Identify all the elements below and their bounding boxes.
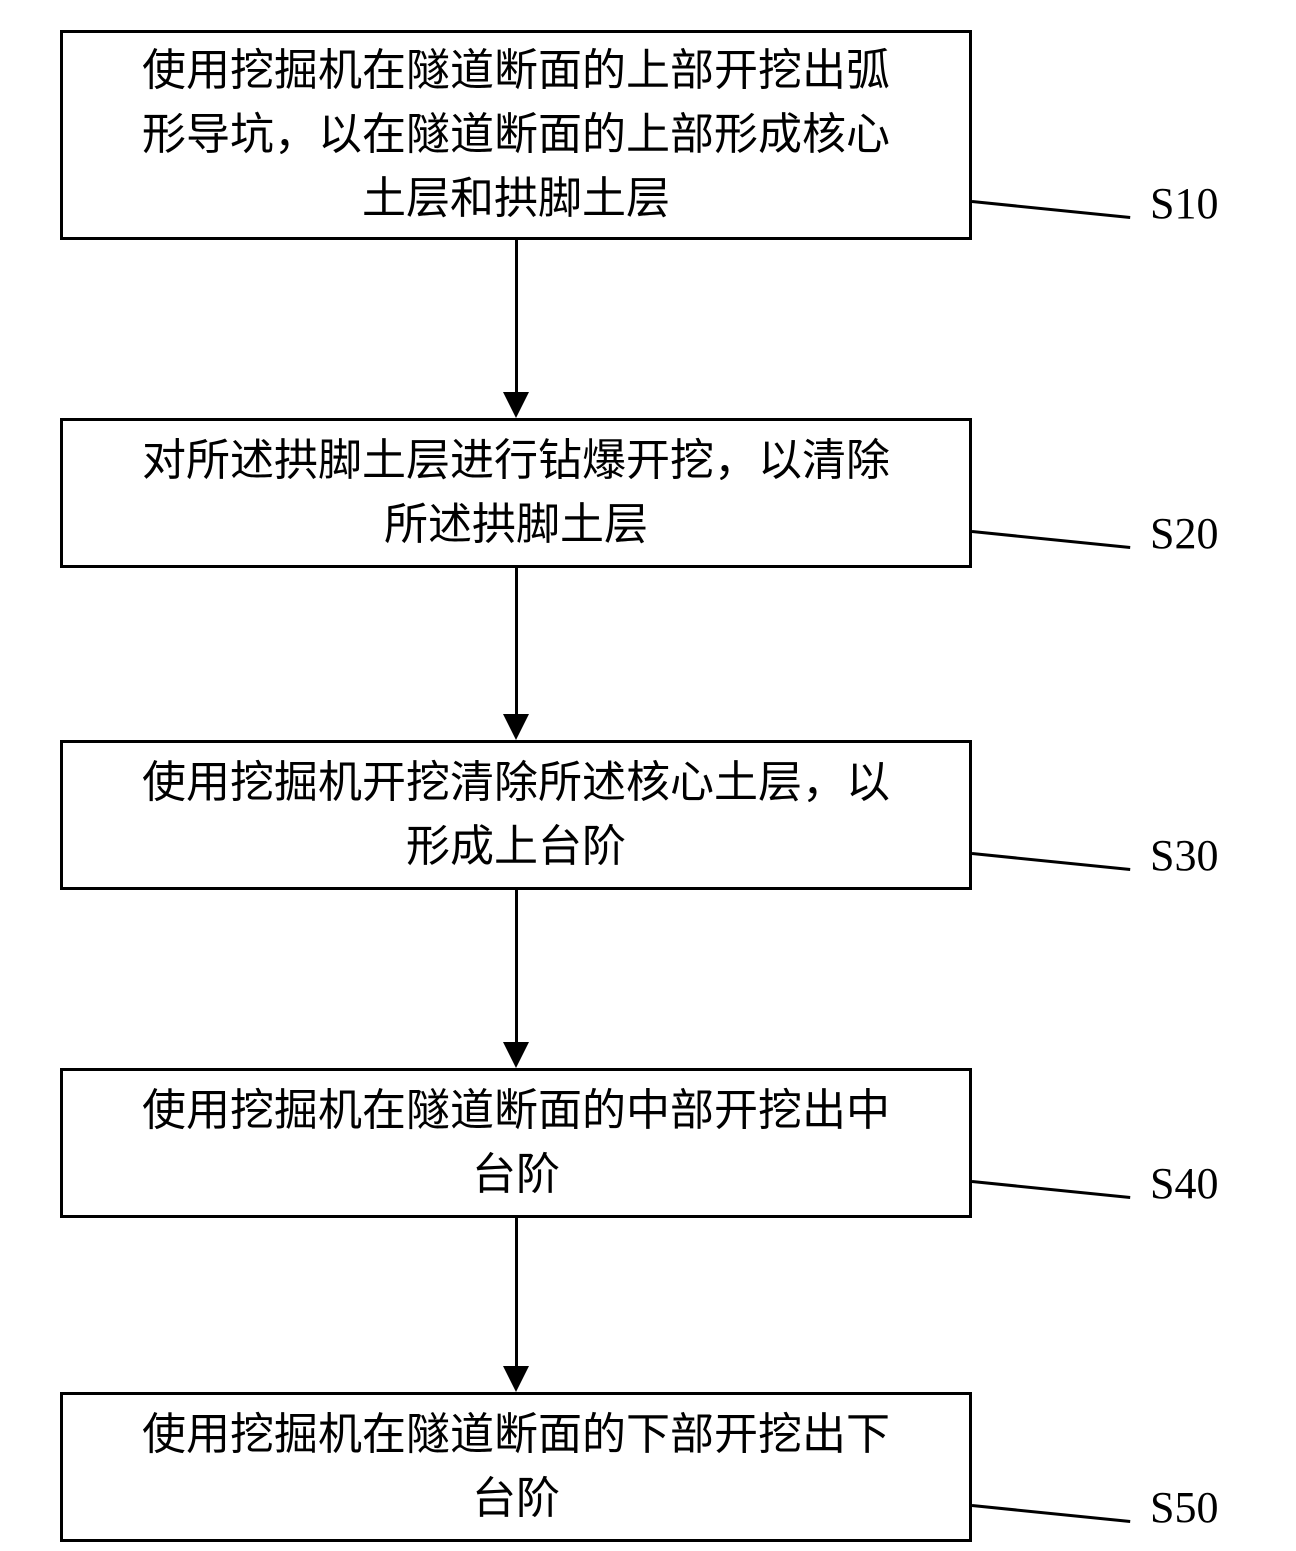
step-label-s10: S10 <box>1150 178 1218 229</box>
arrow-head <box>503 392 529 418</box>
lead-diagonal <box>972 200 1130 219</box>
lead-diagonal <box>972 530 1130 549</box>
step-text: 使用挖掘机在隧道断面的下部开挖出下 台阶 <box>136 1403 896 1531</box>
step-text: 使用挖掘机在隧道断面的上部开挖出弧 形导坑，以在隧道断面的上部形成核心 土层和拱… <box>136 39 896 230</box>
step-label-s20: S20 <box>1150 508 1218 559</box>
step-text: 对所述拱脚土层进行钻爆开挖，以清除 所述拱脚土层 <box>136 429 896 557</box>
step-box-s50: 使用挖掘机在隧道断面的下部开挖出下 台阶 <box>60 1392 972 1542</box>
arrow-head <box>503 1366 529 1392</box>
step-label-s40: S40 <box>1150 1158 1218 1209</box>
lead-diagonal <box>972 1180 1130 1199</box>
arrow-line <box>515 890 518 1042</box>
step-text: 使用挖掘机开挖清除所述核心土层，以 形成上台阶 <box>136 751 896 879</box>
step-text: 使用挖掘机在隧道断面的中部开挖出中 台阶 <box>136 1079 896 1207</box>
arrow-line <box>515 240 518 392</box>
step-box-s10: 使用挖掘机在隧道断面的上部开挖出弧 形导坑，以在隧道断面的上部形成核心 土层和拱… <box>60 30 972 240</box>
step-box-s40: 使用挖掘机在隧道断面的中部开挖出中 台阶 <box>60 1068 972 1218</box>
lead-diagonal <box>972 852 1130 871</box>
step-box-s30: 使用挖掘机开挖清除所述核心土层，以 形成上台阶 <box>60 740 972 890</box>
step-label-s30: S30 <box>1150 830 1218 881</box>
step-box-s20: 对所述拱脚土层进行钻爆开挖，以清除 所述拱脚土层 <box>60 418 972 568</box>
arrow-line <box>515 1218 518 1366</box>
lead-diagonal <box>972 1504 1130 1523</box>
arrow-head <box>503 1042 529 1068</box>
arrow-head <box>503 714 529 740</box>
step-label-s50: S50 <box>1150 1482 1218 1533</box>
arrow-line <box>515 568 518 714</box>
